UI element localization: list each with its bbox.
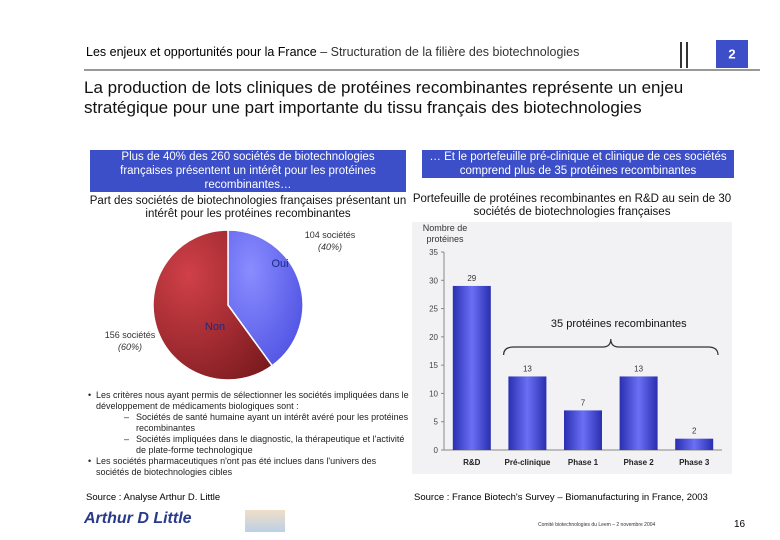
sub-note: Sociétés impliquées dans le diagnostic, … bbox=[96, 434, 411, 456]
note-text: Les critères nous ayant permis de sélect… bbox=[96, 390, 409, 411]
divider bbox=[686, 42, 688, 68]
pie-slice bbox=[227, 229, 304, 367]
note: Les critères nous ayant permis de sélect… bbox=[86, 390, 411, 456]
source: Source : France Biotech's Survey – Bioma… bbox=[414, 492, 708, 503]
y-tick-label: 35 bbox=[429, 248, 438, 257]
percent-label: (40%) bbox=[318, 242, 342, 252]
partner-logo bbox=[245, 510, 285, 532]
y-tick-label: 20 bbox=[429, 333, 438, 342]
value-label: 2 bbox=[692, 427, 697, 436]
y-tick-label: 0 bbox=[434, 446, 439, 455]
y-tick-label: 10 bbox=[429, 389, 438, 398]
bar bbox=[619, 376, 658, 450]
page-number: 16 bbox=[734, 519, 746, 530]
annotation: 35 protéines recombinantes bbox=[551, 318, 687, 330]
notes: Les critères nous ayant permis de sélect… bbox=[86, 390, 411, 478]
slice-label: Non bbox=[205, 321, 225, 333]
value-label: 13 bbox=[634, 364, 643, 373]
section-box bbox=[716, 40, 748, 68]
y-tick-label: 5 bbox=[434, 418, 439, 427]
x-tick-label: Phase 2 bbox=[623, 458, 654, 467]
bar bbox=[508, 376, 547, 450]
value-label: 13 bbox=[523, 364, 532, 373]
pie-title: Part des sociétés de biotechnologies fra… bbox=[89, 195, 407, 220]
percent-label: (60%) bbox=[118, 342, 142, 352]
brace bbox=[503, 338, 719, 356]
x-tick-label: R&D bbox=[463, 458, 481, 467]
source: Source : Analyse Arthur D. Little bbox=[86, 492, 221, 503]
y-tick-label: 30 bbox=[429, 276, 438, 285]
y-tick-label: 15 bbox=[429, 361, 438, 370]
right-box: … Et le portefeuille pré-clinique et cli… bbox=[422, 150, 734, 178]
x-tick-label: Phase 1 bbox=[568, 458, 599, 467]
y-tick-label: 25 bbox=[429, 305, 438, 314]
bar bbox=[675, 438, 714, 450]
y-axis-label: Nombre de protéines bbox=[422, 223, 468, 244]
bar bbox=[452, 285, 491, 450]
logo: Arthur D Little bbox=[84, 510, 192, 527]
x-tick-label: Phase 3 bbox=[679, 458, 710, 467]
note: Les sociétés pharmaceutiques n'ont pas é… bbox=[86, 456, 411, 478]
value-label: 104 sociétés bbox=[305, 230, 356, 240]
slide-title: La production de lots cliniques de proté… bbox=[84, 78, 684, 117]
left-box: Plus de 40% des 260 sociétés de biotechn… bbox=[90, 150, 406, 192]
value-label: 156 sociétés bbox=[105, 330, 156, 340]
x-tick-label: Pré-clinique bbox=[505, 458, 551, 467]
bar-title: Portefeuille de protéines recombinantes … bbox=[412, 193, 732, 218]
value-label: 7 bbox=[581, 398, 586, 407]
divider bbox=[680, 42, 682, 68]
header-title: Les enjeux et opportunités pour la Franc… bbox=[86, 45, 317, 59]
slice-label: Oui bbox=[271, 258, 288, 270]
section-number: 2 bbox=[728, 46, 735, 61]
value-label: 29 bbox=[467, 274, 476, 283]
pie-slice bbox=[152, 229, 274, 381]
header-subtitle: – Structuration de la filière des biotec… bbox=[320, 45, 580, 59]
footer-event: Comité biotechnologies du Leem – 2 novem… bbox=[538, 522, 656, 528]
sub-note: Sociétés de santé humaine ayant un intér… bbox=[96, 412, 411, 434]
bar bbox=[564, 410, 602, 450]
header: Les enjeux et opportunités pour la Franc… bbox=[86, 45, 579, 59]
